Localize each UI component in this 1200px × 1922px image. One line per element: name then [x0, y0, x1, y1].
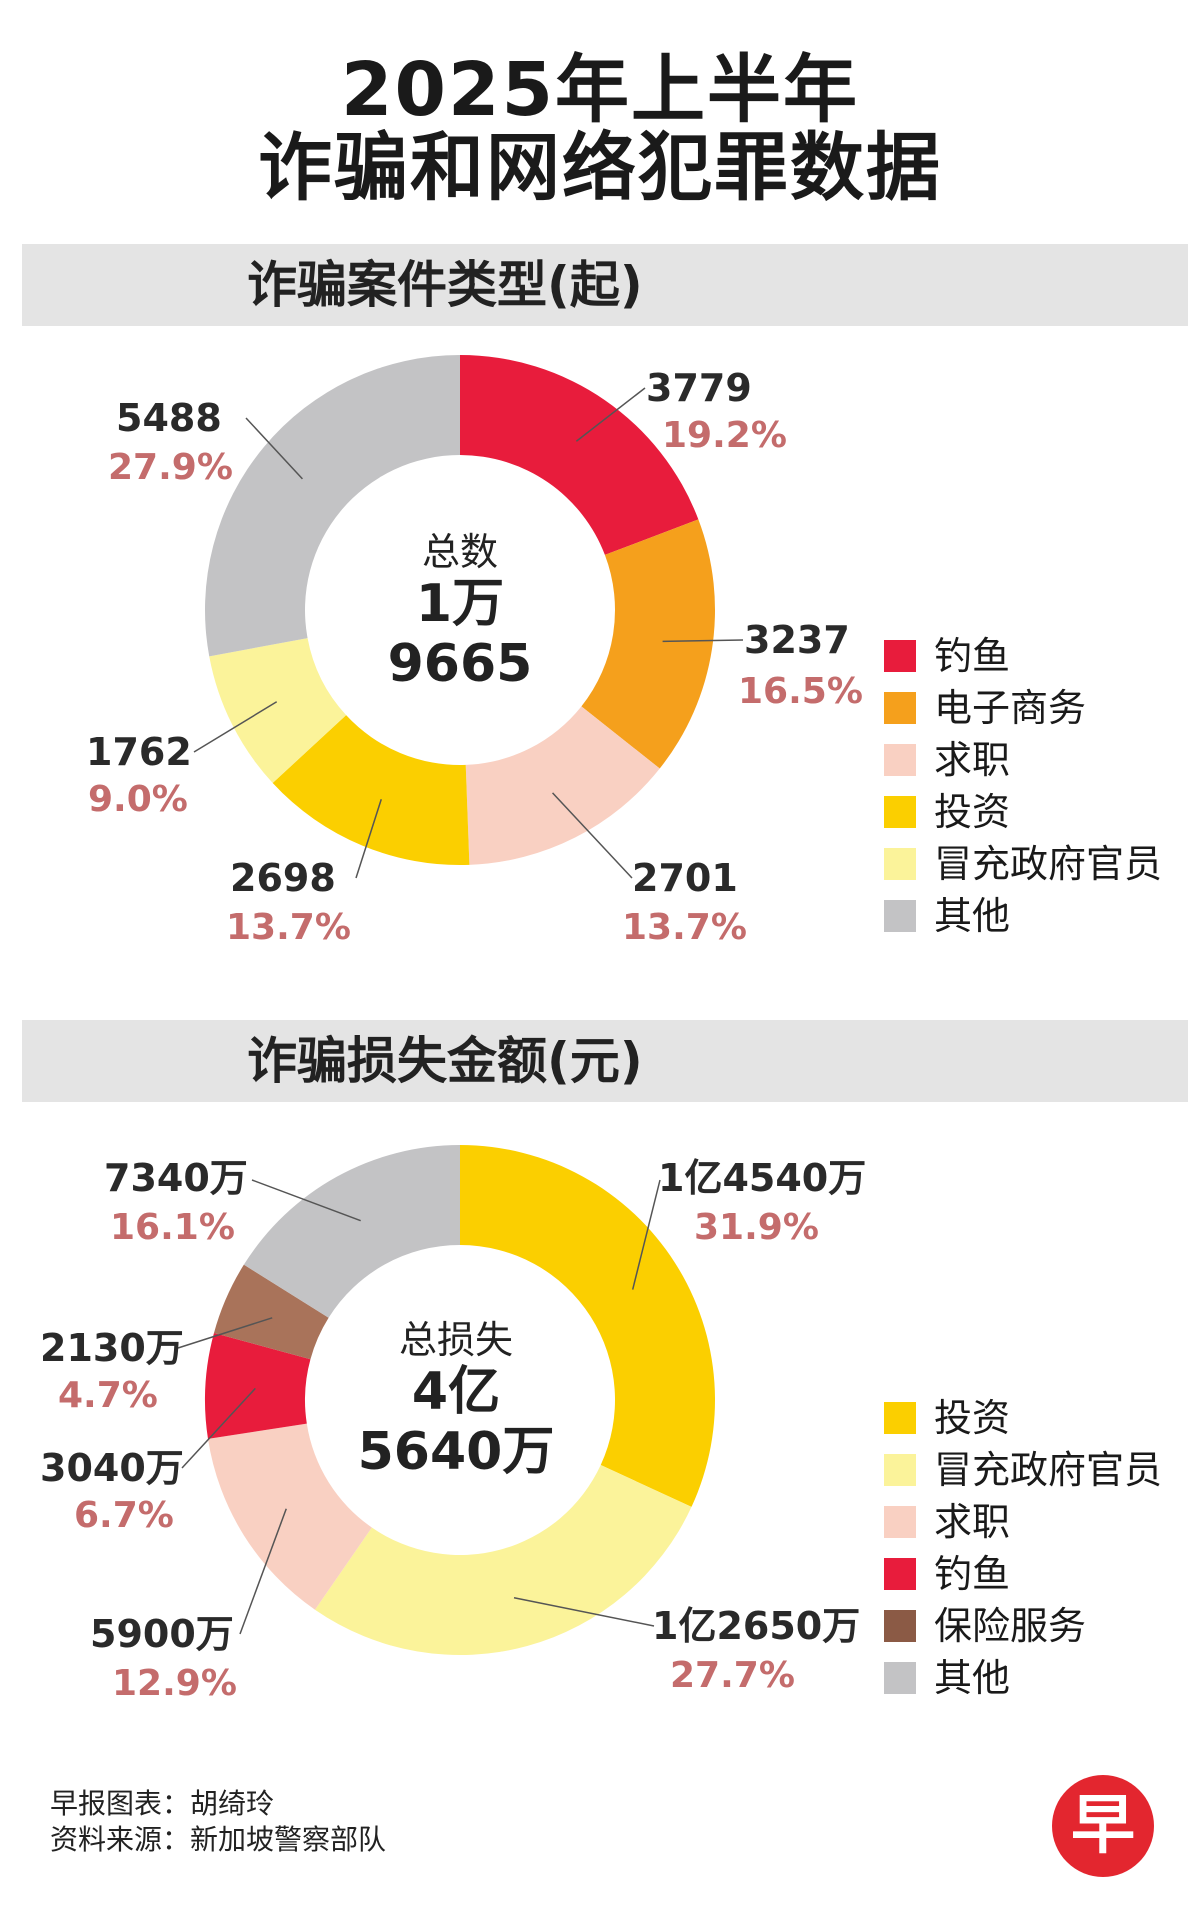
data-label-percent: 4.7%: [58, 1375, 158, 1416]
data-label-value: 3040万: [40, 1446, 184, 1490]
case-types-center-value-2: 9665: [387, 634, 533, 694]
loss-amount-center-value-1: 4亿: [411, 1362, 501, 1422]
donut-slice: [581, 519, 715, 769]
legend-label: 冒充政府官员: [934, 842, 1163, 886]
legend-label: 投资: [934, 1396, 1011, 1440]
credit-graphic: 早报图表：胡绮玲: [50, 1787, 275, 1820]
legend-swatch: [884, 900, 916, 932]
donut-slice: [205, 1332, 311, 1439]
leader-line: [251, 1179, 361, 1222]
data-label-percent: 16.1%: [110, 1207, 235, 1248]
legend-swatch: [884, 1506, 916, 1538]
legend-swatch: [884, 744, 916, 776]
data-label-value: 3237: [744, 618, 850, 662]
title-line-2: 诈骗和网络犯罪数据: [258, 125, 942, 211]
legend-label: 求职: [934, 738, 1011, 782]
section-header-loss-amount: 诈骗损失金额(元): [22, 1020, 1188, 1102]
legend-swatch: [884, 1558, 916, 1590]
data-label-percent: 19.2%: [662, 415, 787, 456]
donut-slice: [460, 1145, 716, 1507]
legend-label: 冒充政府官员: [934, 1448, 1163, 1492]
legend-label: 电子商务: [934, 686, 1087, 730]
donut-slice: [243, 1145, 460, 1318]
legend-swatch: [884, 1662, 916, 1694]
donut-slice: [465, 706, 660, 865]
leader-line: [245, 417, 303, 480]
donut-slice: [272, 715, 470, 865]
data-label-value: 2130万: [40, 1326, 184, 1370]
donut-loss-amount: [177, 1145, 716, 1655]
data-label-value: 1762: [86, 730, 192, 774]
legend-swatch: [884, 640, 916, 672]
leader-line: [177, 1317, 273, 1349]
donut-slice: [213, 1264, 329, 1360]
data-label-percent: 16.5%: [738, 671, 863, 712]
zaobao-logo: 早: [1052, 1775, 1154, 1877]
legend-swatch: [884, 796, 916, 828]
leader-line: [631, 1179, 661, 1290]
loss-amount-center: 总损失 4亿 5640万: [306, 1318, 606, 1482]
legend-label: 求职: [934, 1500, 1011, 1544]
data-label-value: 2701: [632, 856, 738, 900]
data-label-value: 2698: [230, 856, 336, 900]
legend-label: 钓鱼: [934, 1552, 1011, 1596]
data-label-percent: 27.9%: [108, 447, 233, 488]
donut-slice: [460, 355, 699, 555]
data-label-value: 5488: [116, 396, 222, 440]
case-types-center-value-1: 1万: [415, 574, 505, 634]
leader-line: [575, 387, 646, 442]
data-label-percent: 31.9%: [694, 1207, 819, 1248]
data-label-percent: 27.7%: [670, 1655, 795, 1696]
legend-swatch: [884, 1454, 916, 1486]
leader-line: [193, 701, 278, 753]
legend-swatch: [884, 1402, 916, 1434]
case-types-center: 总数 1万 9665: [310, 530, 610, 694]
legend-swatch: [884, 692, 916, 724]
donut-slice: [205, 355, 460, 657]
data-label-percent: 13.7%: [622, 907, 747, 948]
leader-line: [662, 639, 744, 643]
donut-case-types: [193, 355, 744, 879]
donut-slice: [207, 1423, 372, 1610]
legend-swatch: [884, 848, 916, 880]
title-line-1: 2025年上半年: [341, 47, 859, 133]
loss-amount-center-value-2: 5640万: [357, 1422, 555, 1482]
legend-label: 钓鱼: [934, 634, 1011, 678]
case-types-title: 诈骗案件类型(起): [247, 256, 643, 314]
data-label-value: 1亿4540万: [658, 1156, 867, 1200]
data-label-percent: 6.7%: [74, 1495, 174, 1536]
credit-source: 资料来源：新加坡警察部队: [50, 1823, 387, 1856]
legend-label: 投资: [934, 790, 1011, 834]
case-types-center-label: 总数: [421, 530, 498, 574]
legend-label: 保险服务: [934, 1604, 1087, 1648]
donut-slice: [209, 638, 347, 784]
data-label-percent: 13.7%: [226, 907, 351, 948]
leader-line: [513, 1597, 655, 1627]
data-label-value: 1亿2650万: [652, 1604, 861, 1648]
leader-line: [552, 792, 633, 879]
leader-line: [355, 799, 382, 879]
legend-label: 其他: [934, 1656, 1011, 1700]
loss-amount-title: 诈骗损失金额(元): [247, 1032, 643, 1090]
leader-line: [239, 1508, 287, 1635]
loss-amount-center-label: 总损失: [398, 1318, 513, 1362]
donut-slice: [314, 1464, 692, 1655]
legend-swatch: [884, 1610, 916, 1642]
data-label-percent: 12.9%: [112, 1663, 237, 1704]
leader-line: [181, 1387, 256, 1469]
data-label-value: 7340万: [104, 1156, 248, 1200]
data-label-percent: 9.0%: [88, 779, 188, 820]
section-header-case-types: 诈骗案件类型(起): [22, 244, 1188, 326]
data-label-value: 5900万: [90, 1612, 234, 1656]
data-label-value: 3779: [646, 366, 752, 410]
legend-label: 其他: [934, 894, 1011, 938]
